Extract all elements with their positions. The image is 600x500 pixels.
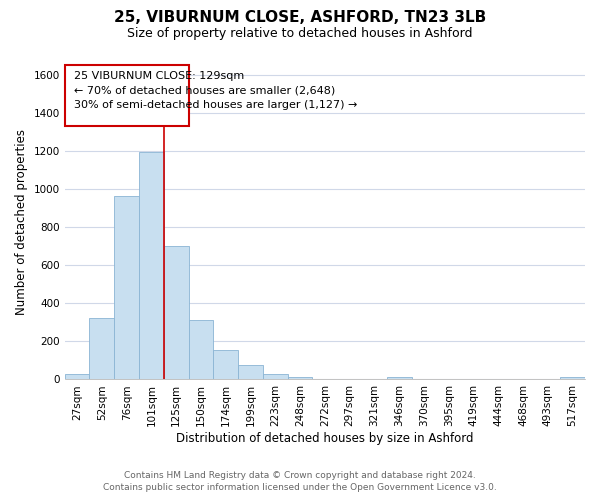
Text: Contains HM Land Registry data © Crown copyright and database right 2024.
Contai: Contains HM Land Registry data © Crown c… (103, 471, 497, 492)
Bar (139, 152, 164, 380)
Text: Size of property relative to detached houses in Ashford: Size of property relative to detached ho… (127, 28, 473, 40)
Text: 25, VIBURNUM CLOSE, ASHFORD, TN23 3LB: 25, VIBURNUM CLOSE, ASHFORD, TN23 3LB (114, 10, 486, 25)
Bar (263, 374, 287, 380)
Bar (89, 318, 114, 380)
Bar (164, 246, 188, 380)
Text: 25 VIBURNUM CLOSE: 129sqm
← 70% of detached houses are smaller (2,648)
30% of se: 25 VIBURNUM CLOSE: 129sqm ← 70% of detac… (74, 71, 357, 110)
Y-axis label: Number of detached properties: Number of detached properties (15, 129, 28, 315)
Bar (114, 196, 139, 380)
Bar (560, 376, 585, 380)
X-axis label: Distribution of detached houses by size in Ashford: Distribution of detached houses by size … (176, 432, 473, 445)
Bar (387, 376, 412, 380)
Bar (65, 374, 89, 380)
Bar (214, 350, 238, 380)
Bar (287, 376, 313, 380)
Bar (188, 320, 214, 380)
Bar (238, 365, 263, 380)
